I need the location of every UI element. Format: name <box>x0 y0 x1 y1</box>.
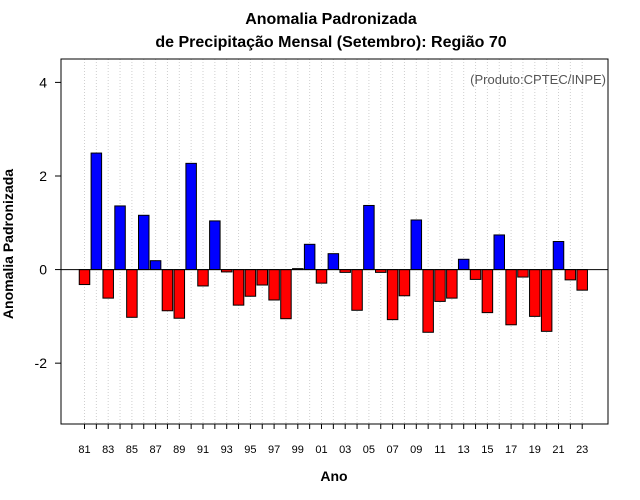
x-tick-label: 11 <box>434 444 445 456</box>
bar-00 <box>303 243 316 271</box>
y-tick-label: -2 <box>35 355 48 371</box>
x-tick-label: 95 <box>244 444 256 456</box>
y-tick-label: 4 <box>39 74 47 90</box>
x-tick-label: 91 <box>197 444 209 456</box>
bar-92 <box>209 220 221 271</box>
y-tick-label: 0 <box>39 262 47 278</box>
bar-89 <box>173 269 186 319</box>
x-tick-label: 81 <box>78 444 90 456</box>
bar-07 <box>386 269 399 321</box>
bar-11 <box>434 269 446 302</box>
bar-98 <box>280 269 292 320</box>
x-tick-label: 05 <box>363 444 375 456</box>
bar-86 <box>138 214 150 271</box>
x-axis-label: Ano <box>320 468 347 484</box>
y-tick-label: 2 <box>39 168 47 184</box>
bar-85 <box>126 269 138 318</box>
bar-95 <box>244 269 257 297</box>
x-tick-label: 13 <box>458 444 470 456</box>
bar-18 <box>517 269 529 278</box>
x-tick-label: 99 <box>292 444 304 456</box>
chart-title-line2: de Precipitação Mensal (Setembro): Regiã… <box>155 34 506 51</box>
bar-94 <box>232 269 245 306</box>
y-axis: -2 0 2 4 <box>35 74 61 371</box>
bar-09 <box>410 219 423 271</box>
bar-88 <box>161 269 174 312</box>
bar-19 <box>529 269 541 317</box>
bar-05 <box>363 204 375 271</box>
x-tick-label: 87 <box>149 444 161 456</box>
bar-84 <box>114 205 126 271</box>
x-tick-label: 85 <box>126 444 138 456</box>
bar-17 <box>505 269 517 326</box>
bar-21 <box>552 241 565 271</box>
x-tick-label: 93 <box>221 444 233 456</box>
x-tick-label: 21 <box>552 444 564 456</box>
bar-04 <box>351 269 363 311</box>
y-axis-label: Anomalia Padronizada <box>0 169 16 319</box>
x-axis: 81 83 85 87 89 91 93 95 97 99 01 03 05 07 09 11 13 15 17 19… <box>78 424 588 456</box>
source-annotation: (Produto:CPTEC/INPE) <box>470 72 606 87</box>
bar-97 <box>268 269 280 301</box>
bar-16 <box>493 234 505 271</box>
vertical-gridlines <box>84 59 583 424</box>
x-tick-label: 01 <box>315 444 327 456</box>
bar-10 <box>422 269 434 333</box>
chart-title-line1: Anomalia Padronizada <box>245 11 417 28</box>
bar-02 <box>327 253 340 271</box>
bar-13 <box>457 258 470 271</box>
bar-15 <box>481 269 494 314</box>
bar-12 <box>446 269 458 299</box>
bar-82 <box>90 152 103 271</box>
plot-frame <box>60 58 609 425</box>
x-tick-label: 19 <box>529 444 541 456</box>
bar-91 <box>197 269 209 287</box>
x-tick-label: 23 <box>576 444 588 456</box>
bar-14 <box>469 269 482 280</box>
bar-22 <box>564 269 577 281</box>
bar-90 <box>185 162 197 271</box>
x-tick-label: 17 <box>505 444 517 456</box>
x-tick-label: 07 <box>386 444 398 456</box>
x-tick-label: 03 <box>339 444 351 456</box>
bars-group <box>78 152 588 333</box>
bar-81 <box>78 269 91 286</box>
x-tick-label: 15 <box>481 444 493 456</box>
x-tick-label: 83 <box>102 444 114 456</box>
bar-83 <box>102 269 114 299</box>
bar-87 <box>149 260 162 271</box>
bar-23 <box>576 269 588 291</box>
x-tick-label: 97 <box>268 444 280 456</box>
x-tick-label: 89 <box>173 444 185 456</box>
bar-01 <box>315 269 328 284</box>
bar-96 <box>256 269 268 286</box>
x-tick-label: 09 <box>410 444 422 456</box>
bar-20 <box>540 269 553 332</box>
bar-08 <box>398 269 411 297</box>
